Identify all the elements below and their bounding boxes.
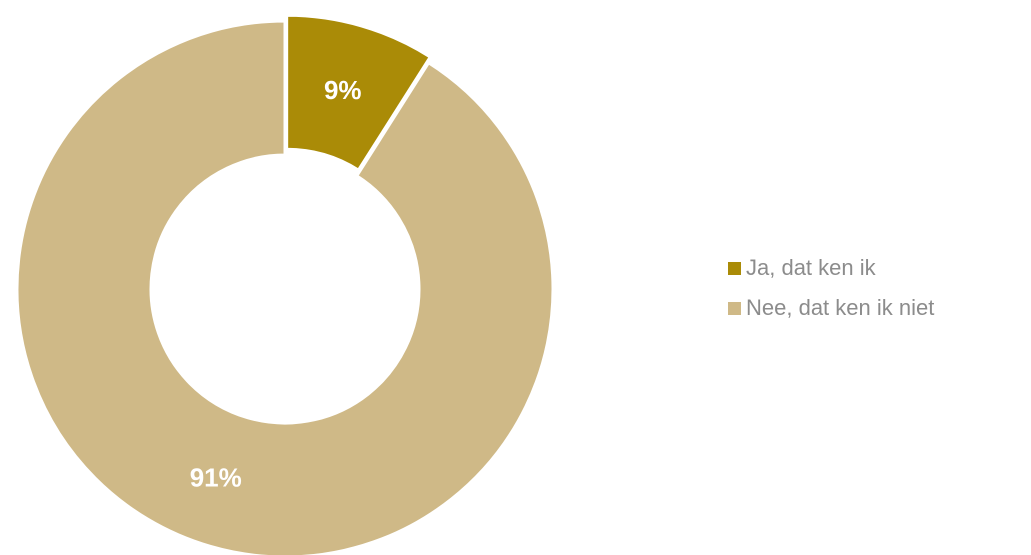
legend-swatch-ja bbox=[728, 261, 741, 275]
legend: Ja, dat ken ik Nee, dat ken ik niet bbox=[728, 248, 1028, 328]
slice-label-1: 91% bbox=[190, 463, 242, 493]
slice-labels: 9% 91% bbox=[190, 75, 362, 492]
legend-label-nee: Nee, dat ken ik niet bbox=[746, 295, 935, 320]
legend-label-ja: Ja, dat ken ik bbox=[746, 255, 876, 280]
donut-slice-0 bbox=[285, 13, 433, 173]
slice-label-0: 9% bbox=[324, 75, 362, 105]
legend-item-nee: Nee, dat ken ik niet bbox=[728, 288, 1028, 328]
legend-item-ja: Ja, dat ken ik bbox=[728, 248, 1028, 288]
donut-slice-1 bbox=[15, 19, 555, 555]
donut-slices bbox=[15, 13, 555, 555]
legend-swatch-nee bbox=[728, 301, 741, 315]
